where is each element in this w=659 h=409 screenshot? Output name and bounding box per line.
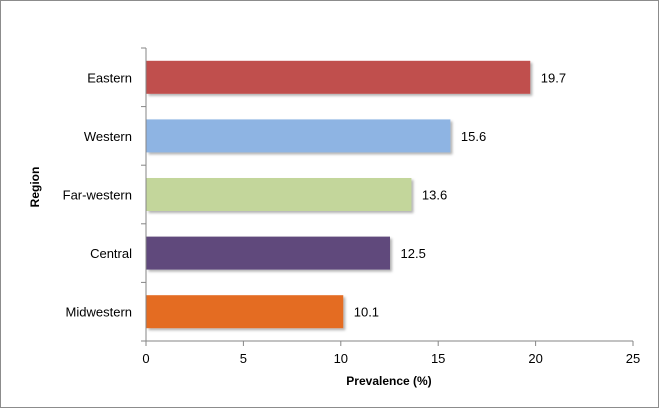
data-label-western: 15.6 bbox=[461, 129, 486, 144]
x-tick-label-10: 10 bbox=[334, 351, 348, 366]
data-label-central: 12.5 bbox=[401, 246, 426, 261]
x-axis-title: Prevalence (%) bbox=[346, 374, 431, 388]
bar-midwestern bbox=[146, 295, 344, 329]
bar-far-western bbox=[146, 178, 412, 211]
x-ticks: 0 5 10 15 20 25 bbox=[141, 47, 640, 366]
x-tick-label-15: 15 bbox=[431, 351, 445, 366]
y-tick-label-midwestern: Midwestern bbox=[66, 305, 132, 320]
x-tick-label-5: 5 bbox=[240, 351, 247, 366]
bar-eastern bbox=[146, 60, 531, 94]
x-tick-label-20: 20 bbox=[528, 351, 542, 366]
bar-central bbox=[146, 236, 390, 270]
data-label-midwestern: 10.1 bbox=[354, 305, 379, 320]
data-label-eastern: 19.7 bbox=[541, 70, 566, 85]
y-tick-label-eastern: Eastern bbox=[87, 70, 132, 85]
labels: Eastern 19.7 Western 15.6 Far-western 13.6 Cen… bbox=[63, 70, 566, 319]
data-label-far-western: 13.6 bbox=[422, 188, 447, 203]
bar-western bbox=[146, 119, 451, 153]
x-tick-label-25: 25 bbox=[626, 351, 640, 366]
y-tick-label-central: Central bbox=[90, 246, 132, 261]
axes bbox=[145, 48, 633, 342]
bars bbox=[146, 60, 531, 329]
y-tick-label-western: Western bbox=[84, 129, 132, 144]
y-tick-label-far-western: Far-western bbox=[63, 188, 132, 203]
y-axis-title: Region bbox=[28, 167, 42, 208]
x-tick-label-0: 0 bbox=[142, 351, 149, 366]
